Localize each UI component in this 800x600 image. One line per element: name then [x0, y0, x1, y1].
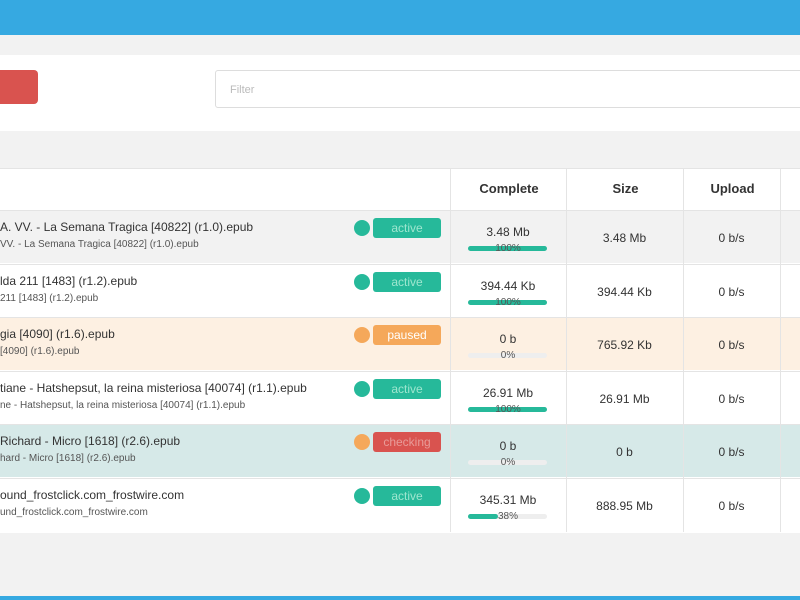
complete-text: 3.48 Mb	[486, 225, 530, 239]
status-dot	[354, 273, 370, 290]
status-dot	[354, 327, 370, 344]
column-divider	[566, 168, 567, 532]
size-text: 394.44 Kb	[597, 284, 652, 299]
progress-label: 38%	[497, 511, 518, 522]
complete-text: 0 b	[499, 332, 517, 347]
status-badge: active	[373, 218, 441, 238]
top-bar	[0, 0, 800, 35]
column-divider	[450, 168, 451, 532]
complete-text: 394.44 Kb	[480, 278, 536, 293]
status-dot	[354, 434, 370, 451]
bottom-bar	[0, 596, 800, 600]
status-badge: active	[373, 486, 441, 506]
status-badge: paused	[373, 325, 441, 346]
progress-label: 0%	[500, 457, 516, 469]
torrent-name: Richard - Micro [1618] (r2.6).epub	[0, 434, 181, 449]
progress-bar	[468, 406, 547, 412]
column-header: Size	[566, 168, 684, 210]
size-text: 3.48 Mb	[602, 231, 647, 245]
torrent-name: gia [4090] (r1.6).epub	[0, 327, 115, 342]
filter-input[interactable]: Filter	[215, 70, 800, 108]
upload-text: 0 b/s	[718, 445, 745, 460]
progress-track	[468, 514, 547, 519]
torrent-subname: 211 [1483] (r1.2).epub	[0, 292, 99, 304]
torrent-subname: [4090] (r1.6).epub	[0, 346, 80, 358]
toolbar-panel	[0, 55, 800, 131]
torrent-subname: hard - Micro [1618] (r2.6).epub	[0, 453, 136, 465]
upload-text: 0 b/s	[718, 391, 745, 406]
progress-bar	[468, 299, 547, 305]
torrent-subname: VV. - La Semana Tragica [40822] (r1.0).e…	[0, 239, 199, 250]
status-badge: active	[373, 271, 441, 292]
torrent-subname: und_frostclick.com_frostwire.com	[0, 507, 148, 518]
torrent-subname: ne - Hatshepsut, la reina misteriosa [40…	[0, 399, 246, 411]
torrent-name: A. VV. - La Semana Tragica [40822] (r1.0…	[0, 220, 254, 234]
status-dot	[354, 488, 370, 504]
upload-text: 0 b/s	[718, 231, 745, 245]
column-divider	[683, 168, 684, 532]
status-dot	[354, 220, 370, 236]
complete-text: 345.31 Mb	[479, 493, 537, 507]
torrent-name: tiane - Hatshepsut, la reina misteriosa …	[0, 380, 307, 395]
progress-label: 100%	[495, 296, 521, 308]
upload-text: 0 b/s	[718, 284, 745, 299]
size-text: 0 b	[616, 445, 633, 460]
torrent-name: ound_frostclick.com_frostwire.com	[0, 488, 185, 502]
upload-text: 0 b/s	[718, 499, 745, 513]
torrent-name: lda 211 [1483] (r1.2).epub	[0, 273, 138, 288]
progress-label: 100%	[495, 403, 521, 415]
upload-text: 0 b/s	[718, 338, 745, 353]
size-text: 888.95 Mb	[596, 499, 653, 513]
size-text: 26.91 Mb	[599, 391, 650, 406]
progress-bar	[468, 514, 499, 519]
status-dot	[354, 380, 370, 397]
progress-track	[468, 460, 547, 466]
column-header: Complete	[450, 168, 567, 210]
delete-button[interactable]	[0, 70, 38, 104]
size-text: 765.92 Kb	[597, 338, 652, 353]
progress-track	[468, 353, 547, 359]
complete-text: 0 b	[499, 439, 517, 454]
progress-label: 100%	[495, 243, 521, 254]
status-badge: active	[373, 378, 441, 399]
progress-bar	[468, 246, 547, 251]
column-header	[780, 168, 800, 210]
status-badge: checking	[373, 432, 441, 453]
column-divider	[780, 168, 781, 532]
progress-label: 0%	[500, 350, 516, 362]
complete-text: 26.91 Mb	[482, 385, 534, 400]
column-header: Upload	[683, 168, 781, 210]
